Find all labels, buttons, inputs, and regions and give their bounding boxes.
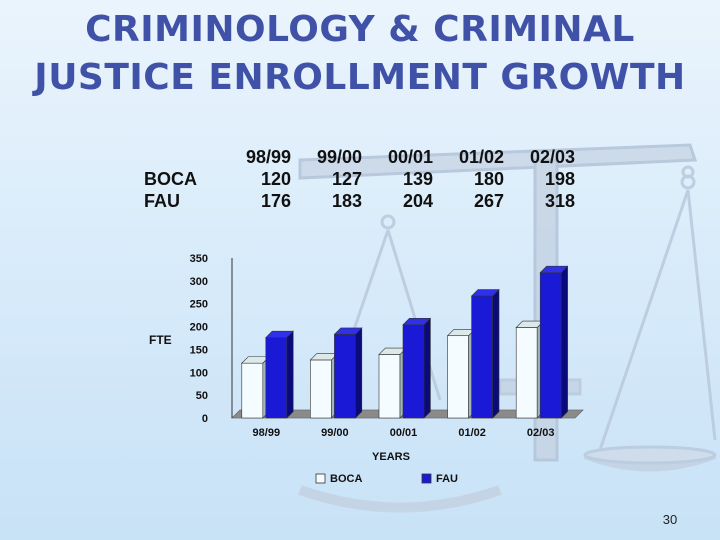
table-cell: 183 bbox=[331, 190, 362, 211]
table-row: FAU 176 183 204 267 318 bbox=[144, 190, 575, 212]
bar-side-fau bbox=[423, 317, 431, 419]
bar-boca bbox=[310, 359, 332, 419]
x-tick-label: 98/99 bbox=[253, 427, 281, 439]
bar-fau bbox=[402, 324, 425, 419]
x-axis-label: YEARS bbox=[372, 451, 410, 463]
bar-fau bbox=[471, 295, 493, 419]
bar-fau bbox=[265, 337, 288, 419]
legend-label-fau: FAU bbox=[436, 473, 458, 485]
slide-title-line-1: CRIMINOLOGY & CRIMINAL bbox=[85, 9, 635, 50]
table-header-row: 98/99 99/00 00/01 01/02 02/03 bbox=[144, 146, 575, 168]
y-tick-label: 0 bbox=[202, 413, 208, 425]
bar-top-fau bbox=[333, 327, 363, 335]
slide-title-line-2: JUSTICE ENROLLMENT GROWTH bbox=[34, 57, 686, 98]
table-row-label: BOCA bbox=[144, 168, 197, 189]
bar-side-fau bbox=[560, 265, 568, 419]
table-cell: 204 bbox=[402, 190, 433, 211]
legend-label-boca: BOCA bbox=[330, 473, 362, 485]
enrollment-data-table: 98/99 99/00 00/01 01/02 02/03 BOCA 120 1… bbox=[144, 146, 575, 212]
bar-boca bbox=[241, 362, 264, 419]
y-axis-label: FTE bbox=[149, 333, 172, 347]
x-tick-label: 02/03 bbox=[527, 427, 555, 439]
bar-boca bbox=[447, 335, 469, 419]
x-tick-label: 99/00 bbox=[321, 427, 349, 439]
x-tick-label: 01/02 bbox=[458, 427, 486, 439]
bar-boca bbox=[378, 354, 401, 419]
table-header-cell: 00/01 bbox=[387, 146, 433, 167]
bar-side-fau bbox=[355, 327, 363, 419]
bar-top-fau bbox=[539, 265, 569, 273]
table-header-cell: 98/99 bbox=[245, 146, 291, 167]
table-header-cell: 01/02 bbox=[458, 146, 504, 167]
table-row: BOCA 120 127 139 180 198 bbox=[144, 168, 575, 190]
table-cell: 267 bbox=[473, 190, 504, 211]
table-header-cell: 99/00 bbox=[316, 146, 362, 167]
y-tick-label: 200 bbox=[190, 322, 208, 334]
table-cell: 180 bbox=[473, 168, 504, 189]
bar-top-fau bbox=[470, 289, 500, 297]
table-cell: 120 bbox=[260, 168, 291, 189]
y-tick-label: 50 bbox=[196, 390, 208, 402]
bar-top-fau bbox=[402, 318, 432, 326]
x-tick-label: 00/01 bbox=[390, 427, 418, 439]
bar-fau bbox=[334, 334, 356, 419]
y-tick-label: 150 bbox=[190, 344, 208, 356]
table-header-cell: 02/03 bbox=[529, 146, 575, 167]
table-cell: 176 bbox=[260, 190, 291, 211]
y-tick-label: 100 bbox=[190, 367, 208, 379]
y-tick-label: 350 bbox=[190, 253, 208, 265]
bar-side-fau bbox=[286, 330, 294, 419]
y-tick-label: 250 bbox=[190, 299, 208, 311]
slide-title: CRIMINOLOGY & CRIMINAL JUSTICE ENROLLMEN… bbox=[0, 6, 720, 102]
y-tick-label: 300 bbox=[190, 276, 208, 288]
page-number: 30 bbox=[662, 512, 678, 527]
table-cell: 127 bbox=[331, 168, 362, 189]
table-cell: 139 bbox=[402, 168, 433, 189]
table-cell: 198 bbox=[544, 168, 575, 189]
bar-boca bbox=[515, 327, 538, 419]
bar-top-fau bbox=[265, 330, 294, 338]
table-cell: 318 bbox=[544, 190, 575, 211]
legend-swatch-boca bbox=[315, 473, 326, 484]
bar-fau bbox=[539, 272, 562, 419]
legend-swatch-fau bbox=[421, 473, 432, 484]
bar-side-fau bbox=[492, 288, 500, 419]
table-row-label: FAU bbox=[144, 190, 180, 211]
